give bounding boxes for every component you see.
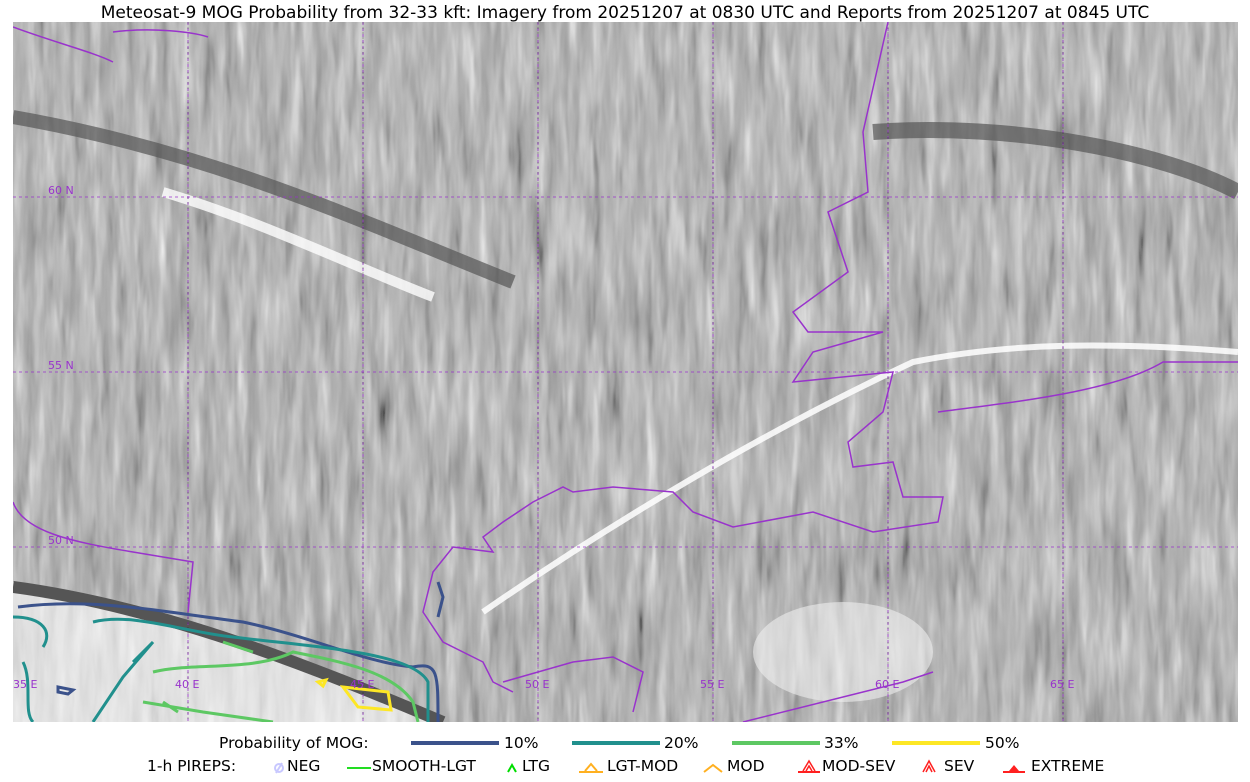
extreme-icon [1003,765,1025,773]
legend-label: SEV [944,757,975,775]
legend-label: NEG [287,757,321,775]
legend-label: LTG [522,757,550,775]
legend-swatch-50 [892,741,980,745]
mog-probability-contours [13,581,445,722]
legend-label: MOD [727,757,765,775]
neg-icon [274,762,284,774]
legend-label: 10% [504,734,539,752]
lon-label: 65 E [1050,678,1074,691]
pirep-legend: 1-h PIREPS: NEG SMOOTH-LGT LTG LGT-MOD M… [0,757,1250,777]
lon-label: 40 E [175,678,199,691]
probability-legend: Probability of MOG: 10% 20% 33% 50% [0,734,1250,754]
chart-title: Meteosat-9 MOG Probability from 32-33 kf… [100,3,1150,23]
sev-icon [922,759,936,773]
lon-label: 60 E [875,678,899,691]
legend-label: LGT-MOD [607,757,679,775]
legend-label: SMOOTH-LGT [372,757,476,775]
country-borders [13,22,1238,722]
satellite-map: 60 N 55 N 50 N 35 E 40 E 45 E 50 E 55 E … [13,22,1238,722]
legend-label: 20% [664,734,699,752]
lon-label: 50 E [525,678,549,691]
lon-label: 55 E [700,678,724,691]
legend-swatch-33 [732,741,820,745]
mod-sev-icon [798,759,820,773]
lgt-mod-icon [579,762,603,773]
smooth-lgt-icon [347,767,371,769]
legend-swatch-10 [411,741,499,745]
mod-icon [703,763,723,773]
legend-title: Probability of MOG: [219,734,369,752]
legend-label: 50% [985,734,1020,752]
lon-label: 35 E [13,678,37,691]
lat-label: 60 N [48,184,74,197]
lon-label: 45 E [350,678,374,691]
legend-title: 1-h PIREPS: [147,757,237,775]
ltg-icon [507,762,517,773]
legend-label: EXTREME [1031,757,1105,775]
legend-swatch-20 [572,741,660,745]
lat-label: 50 N [48,534,74,547]
legend-label: MOD-SEV [822,757,896,775]
lat-label: 55 N [48,359,74,372]
legend-label: 33% [824,734,859,752]
